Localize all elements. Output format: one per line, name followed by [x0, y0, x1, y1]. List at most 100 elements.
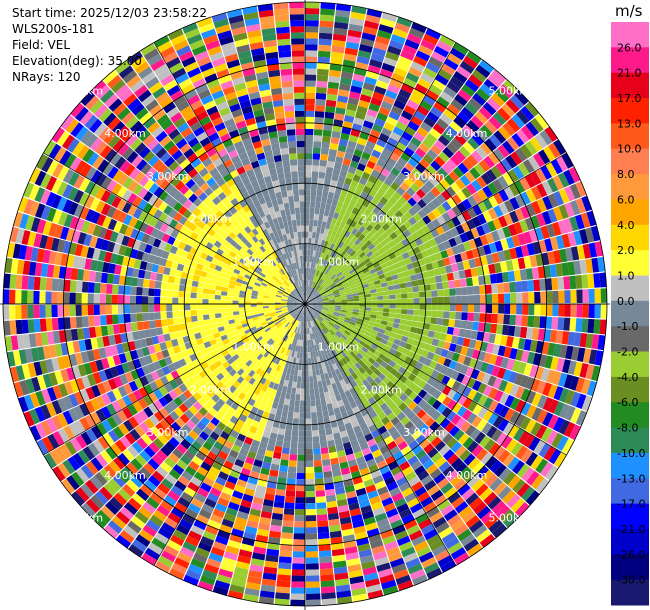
- gate-cell: [307, 340, 310, 347]
- gate-cell: [379, 402, 389, 412]
- gate-cell: [322, 253, 327, 260]
- gate-cell: [477, 201, 488, 213]
- gate-cell: [316, 374, 322, 382]
- gate-cell: [234, 484, 246, 494]
- gate-cell: [394, 350, 402, 358]
- gate-cell: [148, 320, 156, 329]
- gate-cell: [300, 309, 303, 316]
- gate-cell: [202, 293, 209, 299]
- gate-cell: [287, 337, 292, 344]
- gate-cell: [432, 353, 441, 363]
- gate-cell: [121, 466, 135, 480]
- gate-cell: [321, 453, 330, 461]
- gate-cell: [335, 493, 347, 501]
- gate-cell: [553, 452, 567, 468]
- gate-cell: [376, 112, 388, 122]
- gate-cell: [455, 287, 462, 296]
- gate-cell: [312, 339, 316, 346]
- gate-cell: [354, 223, 362, 231]
- gate-cell: [344, 47, 359, 56]
- gate-cell: [397, 440, 408, 451]
- gate-cell: [491, 252, 500, 264]
- gate-cell: [310, 306, 317, 309]
- gate-cell: [378, 132, 390, 143]
- gate-cell: [411, 481, 424, 492]
- gate-cell: [230, 429, 240, 439]
- gate-cell: [498, 126, 511, 140]
- gate-cell: [154, 532, 170, 545]
- gate-cell: [359, 177, 368, 186]
- gate-cell: [336, 101, 347, 109]
- gate-cell: [380, 239, 388, 247]
- gate-cell: [179, 546, 195, 558]
- gate-cell: [209, 431, 220, 441]
- gate-cell: [90, 494, 105, 509]
- gate-cell: [261, 578, 276, 587]
- gate-cell: [315, 195, 322, 203]
- gate-cell: [281, 532, 293, 540]
- gate-cell: [316, 514, 328, 522]
- gate-cell: [144, 547, 160, 561]
- gate-cell: [283, 321, 289, 327]
- gate-cell: [477, 213, 487, 225]
- gate-cell: [563, 276, 571, 290]
- gate-cell: [357, 461, 368, 471]
- gate-cell: [428, 56, 443, 69]
- gate-cell: [473, 312, 480, 322]
- gate-cell: [345, 328, 353, 334]
- gate-cell: [231, 444, 242, 453]
- gate-cell: [314, 293, 321, 298]
- gate-cell: [457, 162, 469, 175]
- gate-cell: [377, 425, 388, 435]
- gate-cell: [427, 211, 437, 222]
- gate-cell: [392, 126, 404, 137]
- gate-cell: [384, 235, 393, 244]
- gate-cell: [575, 377, 585, 393]
- gate-cell: [282, 441, 291, 449]
- gate-cell: [316, 405, 322, 413]
- gate-cell: [264, 336, 271, 343]
- gate-cell: [460, 251, 469, 262]
- gate-cell: [467, 440, 479, 453]
- gate-cell: [255, 375, 263, 383]
- gate-cell: [339, 516, 352, 525]
- gate-cell: [559, 248, 568, 263]
- gate-cell: [184, 434, 195, 445]
- gate-cell: [222, 486, 234, 496]
- gate-cell: [134, 471, 148, 484]
- gate-cell: [235, 561, 250, 570]
- gate-cell: [335, 304, 342, 306]
- gate-cell: [388, 196, 398, 205]
- gate-cell: [353, 264, 361, 271]
- gate-cell: [356, 456, 366, 465]
- gate-cell: [434, 155, 446, 167]
- gate-cell: [214, 299, 221, 304]
- gate-cell: [367, 324, 374, 330]
- gate-cell: [316, 305, 323, 308]
- gate-cell: [444, 230, 454, 240]
- gate-cell: [195, 435, 206, 446]
- gate-cell: [384, 200, 394, 210]
- gate-cell: [292, 313, 298, 319]
- gate-cell: [314, 283, 320, 290]
- gate-cell: [335, 219, 342, 227]
- gate-cell: [353, 425, 362, 434]
- gate-cell: [334, 15, 350, 24]
- gate-cell: [387, 440, 398, 451]
- gate-cell: [341, 364, 348, 372]
- gate-cell: [349, 575, 364, 585]
- gate-cell: [306, 292, 309, 299]
- gate-cell: [277, 352, 283, 360]
- gate-cell: [343, 284, 350, 289]
- gate-cell: [340, 189, 348, 197]
- gate-cell: [371, 272, 379, 278]
- gate-cell: [340, 411, 349, 419]
- gate-cell: [529, 255, 538, 268]
- gate-cell: [297, 448, 305, 455]
- gate-cell: [275, 357, 281, 365]
- gate-cell: [476, 448, 489, 461]
- gate-cell: [397, 329, 405, 336]
- gate-cell: [523, 339, 532, 351]
- gate-cell: [347, 257, 355, 264]
- gate-cell: [349, 281, 356, 287]
